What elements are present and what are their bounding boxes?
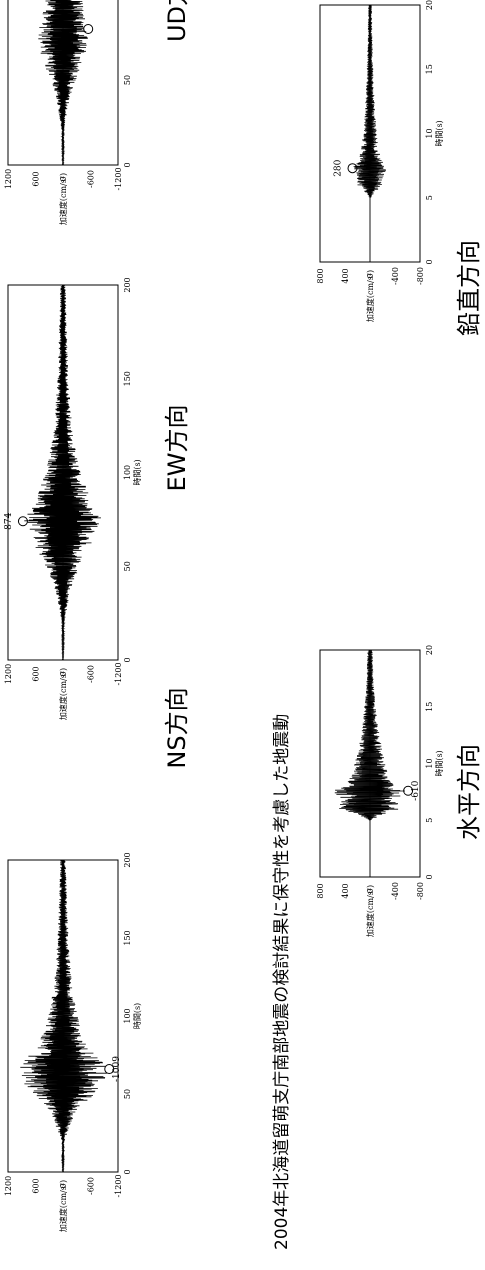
caption-ew: EW方向 <box>163 405 191 492</box>
caption-horizontal: 水平方向 <box>455 744 483 840</box>
ytick-ns: 600 <box>32 1178 41 1193</box>
peak-label-vertical: 280 <box>334 159 344 176</box>
xtick-ud: 50 <box>123 75 132 85</box>
ytick-ew: -1200 <box>114 662 123 685</box>
ytick-ew: 0 <box>59 671 68 676</box>
ytick-ud: 1200 <box>4 169 13 189</box>
xtick-ew: 100 <box>123 465 132 480</box>
waveform-vertical <box>353 4 386 262</box>
xlabel-ew: 時間(s) <box>133 459 142 485</box>
xtick-ns: 150 <box>123 930 132 945</box>
caption-ns: NS方向 <box>163 687 191 768</box>
xtick-vertical: 10 <box>425 128 434 138</box>
xtick-ns: 200 <box>123 852 132 867</box>
xtick-horizontal: 15 <box>425 702 434 712</box>
ylabel-vertical: 加速度(cm/s²) <box>365 270 375 322</box>
ytick-vertical: 0 <box>366 273 375 278</box>
peak-label-horizontal: -610 <box>411 780 421 800</box>
ytick-horizontal: 400 <box>341 883 350 898</box>
xtick-vertical: 15 <box>425 64 434 74</box>
ylabel-horizontal: 加速度(cm/s²) <box>365 885 375 937</box>
ylabel-ns: 加速度(cm/s²) <box>58 1180 68 1232</box>
xtick-horizontal: 20 <box>425 645 434 655</box>
xlabel-horizontal: 時間(s) <box>435 750 444 776</box>
xtick-horizontal: 0 <box>425 874 434 879</box>
peak-marker-ew <box>17 516 28 527</box>
xtick-ns: 100 <box>123 1008 132 1023</box>
peak-marker-horizontal <box>403 785 414 796</box>
ytick-vertical: -800 <box>416 267 425 285</box>
ytick-ns: 0 <box>59 1183 68 1188</box>
ylabel-ud: 加速度(cm/s²) <box>58 173 68 225</box>
ytick-ud: 600 <box>32 171 41 186</box>
ytick-ew: 600 <box>32 666 41 681</box>
waveform-ns <box>20 859 107 1173</box>
xlabel-vertical: 時間(s) <box>435 120 444 146</box>
ytick-ud: -600 <box>87 170 96 188</box>
ytick-ud: 0 <box>59 176 68 181</box>
xtick-horizontal: 5 <box>425 818 434 823</box>
peak-label-ns: -1009 <box>112 1056 122 1082</box>
xtick-vertical: 20 <box>425 0 434 10</box>
ytick-horizontal: -800 <box>416 882 425 900</box>
xtick-ew: 50 <box>123 561 132 571</box>
ytick-vertical: 800 <box>316 268 325 283</box>
ytick-horizontal: 0 <box>366 888 375 893</box>
ytick-ud: -1200 <box>114 167 123 190</box>
peak-marker-vertical <box>347 163 358 174</box>
xtick-ew: 150 <box>123 371 132 386</box>
xtick-ud: 0 <box>123 162 132 167</box>
xtick-vertical: 5 <box>425 195 434 200</box>
peak-label-ew: 874 <box>4 512 14 529</box>
ylabel-ew: 加速度(cm/s²) <box>58 668 68 720</box>
xtick-ew: 200 <box>123 277 132 292</box>
xtick-ns: 0 <box>123 1169 132 1174</box>
xtick-ns: 50 <box>123 1089 132 1099</box>
ytick-ns: -1200 <box>114 1174 123 1197</box>
ytick-ns: -600 <box>87 1177 96 1195</box>
ytick-horizontal: 800 <box>316 883 325 898</box>
ytick-vertical: -400 <box>391 267 400 285</box>
xtick-ew: 0 <box>123 657 132 662</box>
waveform-ew <box>24 284 102 661</box>
ytick-ns: 1200 <box>4 1176 13 1196</box>
xtick-horizontal: 10 <box>425 758 434 768</box>
ytick-vertical: 400 <box>341 268 350 283</box>
ytick-ew: 1200 <box>4 664 13 684</box>
peak-marker-ud <box>83 24 94 34</box>
figure-title: 2004年北海道留萌支庁南部地震の検討結果に保守性を考慮した地震動 <box>272 714 292 1250</box>
xtick-vertical: 0 <box>425 259 434 264</box>
ytick-horizontal: -400 <box>391 882 400 900</box>
ytick-ew: -600 <box>87 665 96 683</box>
waveform-ud <box>38 0 88 166</box>
peak-marker-ns <box>104 1064 115 1075</box>
caption-ud: UD方向 <box>163 0 191 42</box>
caption-vertical: 鉛直方向 <box>455 240 483 336</box>
waveform-horizontal <box>334 649 406 877</box>
xlabel-ns: 時間(s) <box>133 1003 142 1029</box>
